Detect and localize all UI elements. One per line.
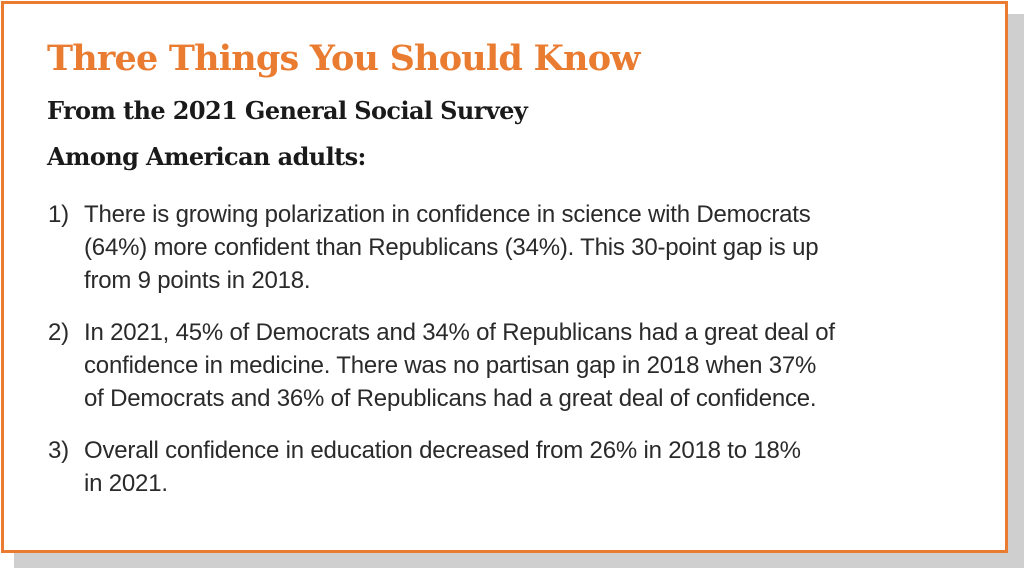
item-line: from 9 points in 2018. (84, 267, 311, 294)
item-number: 1) (48, 201, 69, 228)
item-line: In 2021, 45% of Democrats and 34% of Rep… (84, 319, 835, 346)
item-number: 3) (48, 437, 69, 464)
item-line: confidence in medicine. There was no par… (84, 352, 817, 379)
item-line: There is growing polarization in confide… (84, 201, 811, 228)
survey-source-subtitle: From the 2021 General Social Survey (47, 96, 528, 125)
list-item: 3) Overall confidence in education decre… (48, 434, 968, 500)
page-title: Three Things You Should Know (47, 38, 640, 79)
item-line: Overall confidence in education decrease… (84, 437, 801, 464)
key-facts-list: 1) There is growing polarization in conf… (48, 198, 968, 500)
list-item: 1) There is growing polarization in conf… (48, 198, 968, 297)
item-line: (64%) more confident than Republicans (3… (84, 234, 819, 261)
item-number: 2) (48, 319, 69, 346)
list-item: 2) In 2021, 45% of Democrats and 34% of … (48, 316, 968, 415)
item-line: of Democrats and 36% of Republicans had … (84, 385, 817, 412)
item-line: in 2021. (84, 470, 168, 497)
audience-subtitle: Among American adults: (47, 142, 366, 171)
info-card: Three Things You Should Know From the 20… (1, 1, 1008, 553)
